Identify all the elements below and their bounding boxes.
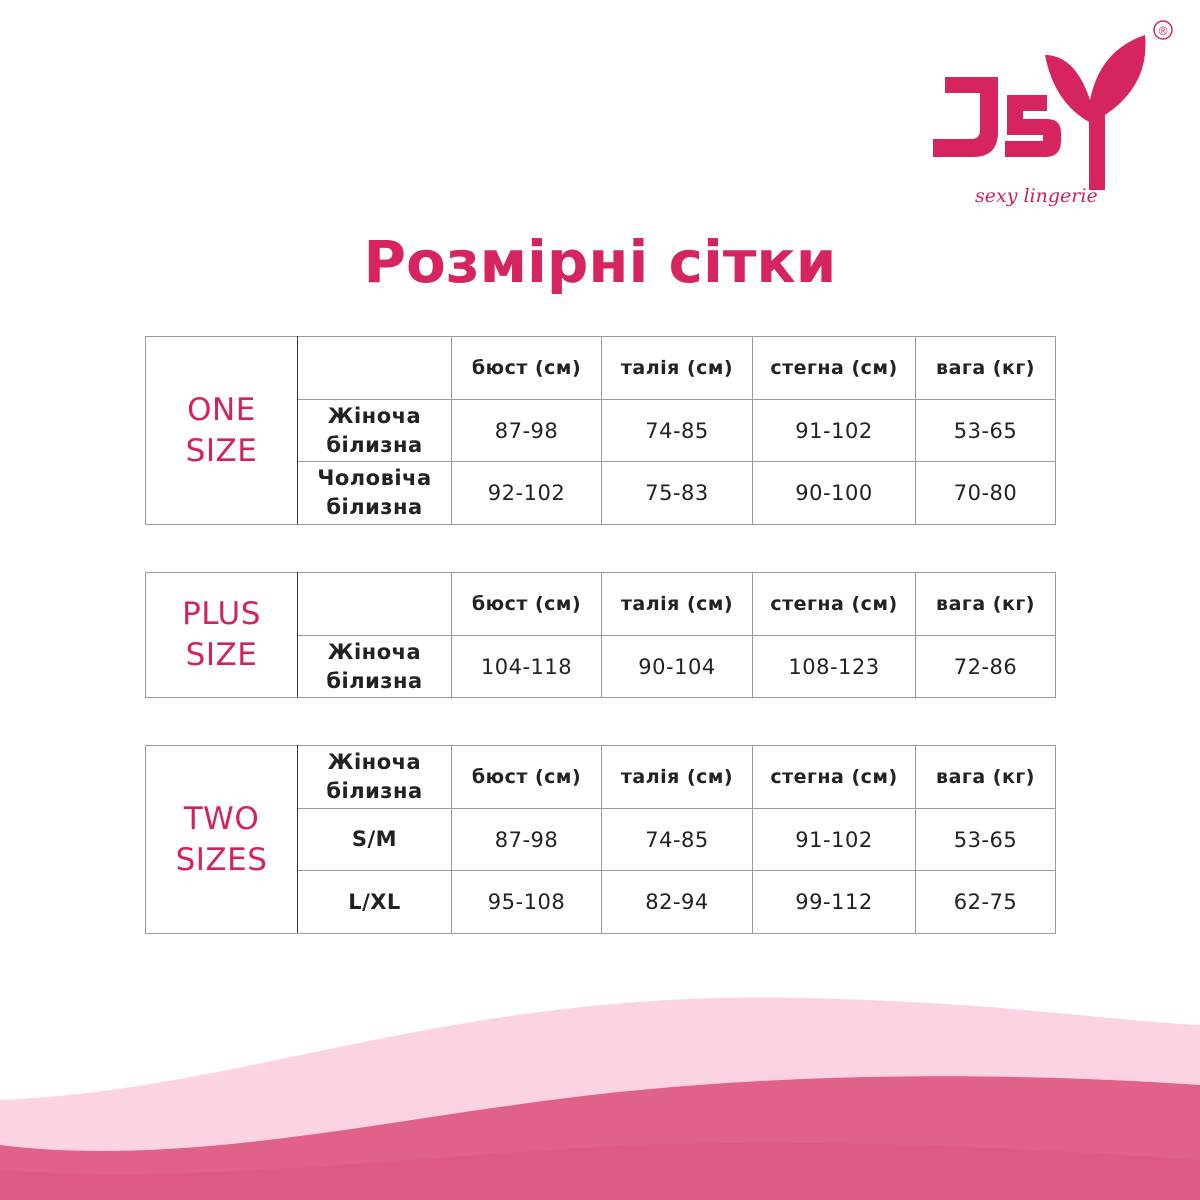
cell-bust: 87-98 [451,808,602,871]
cell-hips: 99-112 [752,870,916,934]
one-size-table: ONE SIZE бюст (см) талія (см) стегна (см)… [145,336,1056,525]
header-bust: бюст (см) [451,336,602,400]
table-row: L/XL 95-108 82-94 99-112 62-75 [146,870,1056,934]
header-waist: талія (см) [601,745,753,809]
group-label: PLUS SIZE [145,572,298,698]
cell-hips: 90-100 [752,461,916,525]
cell-bust: 92-102 [451,461,602,525]
plus-size-table: PLUS SIZE бюст (см) талія (см) стегна (см… [145,572,1056,698]
header-label: Жіноча білизна [297,745,452,809]
cell-weight: 53-65 [915,399,1056,462]
registered-mark: ® [1159,24,1168,38]
cell-hips: 91-102 [752,808,916,871]
cell-waist: 82-94 [601,870,753,934]
group-label: ONE SIZE [145,336,298,525]
header-empty [297,336,452,400]
jsy-logo: ® [933,20,1173,190]
row-label: Жіноча білизна [297,399,452,462]
header-empty [297,572,452,636]
group-label: TWO SIZES [145,745,298,934]
header-weight: вага (кг) [915,745,1056,809]
page-title: Розмірні сітки [363,228,837,296]
cell-weight: 62-75 [915,870,1056,934]
brand-tagline: sexy lingerie [975,185,1098,207]
row-label: S/M [297,808,452,871]
header-weight: вага (кг) [915,572,1056,636]
cell-bust: 87-98 [451,399,602,462]
cell-waist: 74-85 [601,399,753,462]
cell-weight: 53-65 [915,808,1056,871]
header-weight: вага (кг) [915,336,1056,400]
cell-waist: 74-85 [601,808,753,871]
table-row: Чоловіча білизна 92-102 75-83 90-100 70-8… [146,461,1056,525]
header-hips: стегна (см) [752,745,916,809]
cell-weight: 72-86 [915,635,1056,698]
row-label: Чоловіча білизна [297,461,452,525]
row-label: L/XL [297,870,452,934]
cell-waist: 90-104 [601,635,753,698]
cell-hips: 108-123 [752,635,916,698]
cell-bust: 95-108 [451,870,602,934]
header-hips: стегна (см) [752,572,916,636]
cell-waist: 75-83 [601,461,753,525]
header-waist: талія (см) [601,336,753,400]
table-row: Жіноча білизна 87-98 74-85 91-102 53-65 [146,399,1056,462]
header-hips: стегна (см) [752,336,916,400]
row-label: Жіноча білизна [297,635,452,698]
header-bust: бюст (см) [451,572,602,636]
two-sizes-table: TWO SIZES Жіноча білизна бюст (см) талія (… [145,745,1056,934]
table-row: Жіноча білизна 104-118 90-104 108-123 72-… [146,635,1056,698]
header-bust: бюст (см) [451,745,602,809]
cell-weight: 70-80 [915,461,1056,525]
decorative-wave [0,997,1200,1200]
cell-bust: 104-118 [451,635,602,698]
cell-hips: 91-102 [752,399,916,462]
header-waist: талія (см) [601,572,753,636]
